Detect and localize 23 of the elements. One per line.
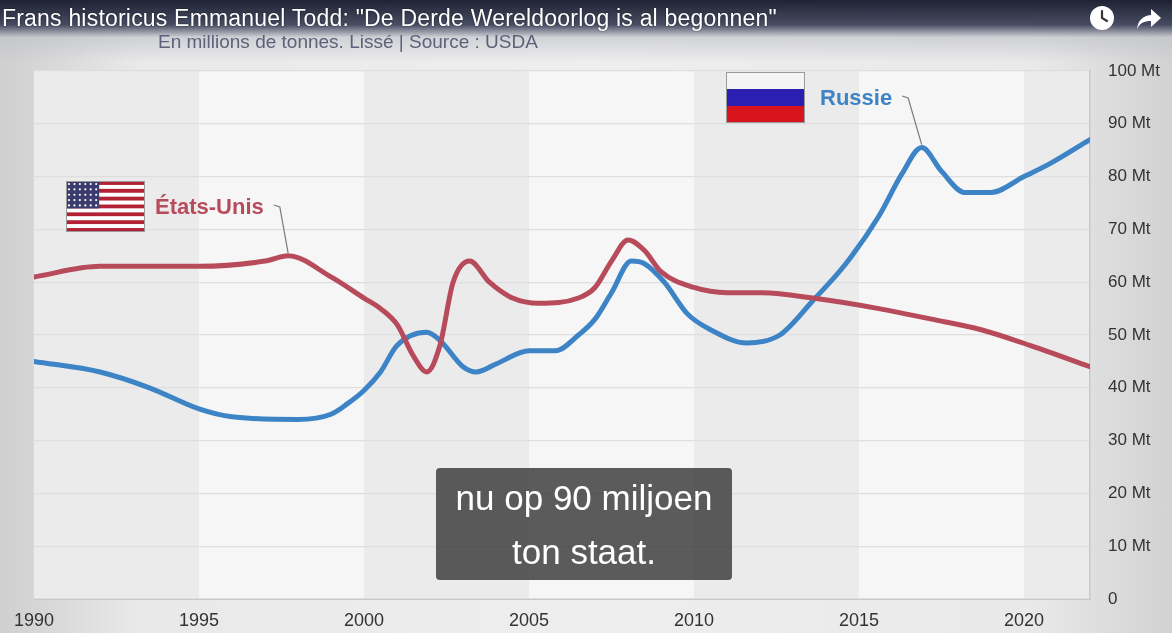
y-tick-label: 40 Mt bbox=[1108, 377, 1151, 397]
series-label: États-Unis bbox=[155, 194, 264, 220]
x-tick-label: 1990 bbox=[13, 609, 55, 630]
chart-subtitle: En millions de tonnes. Lissé | Source : USDA bbox=[158, 31, 538, 53]
x-tick-label: 2015 bbox=[838, 609, 880, 630]
y-tick-label: 80 Mt bbox=[1108, 166, 1151, 186]
text: Russie bbox=[820, 85, 893, 111]
x-tick-label: 2020 bbox=[1003, 609, 1045, 630]
y-tick-label: 100 Mt bbox=[1108, 60, 1161, 80]
annotation: nu op 90 miljoen ton staat. bbox=[436, 468, 732, 580]
x-tick-label: 2005 bbox=[508, 609, 550, 630]
y-tick-label: 60 Mt bbox=[1108, 271, 1151, 291]
y-tick-label: 50 Mt bbox=[1108, 324, 1151, 344]
x-tick-label: 2000 bbox=[343, 609, 385, 630]
y-tick-label: 10 Mt bbox=[1108, 535, 1151, 555]
x-tick-label: 1995 bbox=[178, 609, 220, 630]
y-tick-label: 20 Mt bbox=[1108, 483, 1151, 503]
y-tick-label: 0 bbox=[1108, 588, 1118, 608]
y-tick-label: 90 Mt bbox=[1108, 113, 1151, 133]
x-tick-label: 2010 bbox=[673, 609, 715, 630]
chart-title: Frans historicus Emmanuel Todd: "De Derde Wereldoorlog is al begonnen" bbox=[2, 5, 777, 32]
y-tick-label: 70 Mt bbox=[1108, 219, 1151, 239]
y-tick-label: 30 Mt bbox=[1108, 430, 1151, 450]
